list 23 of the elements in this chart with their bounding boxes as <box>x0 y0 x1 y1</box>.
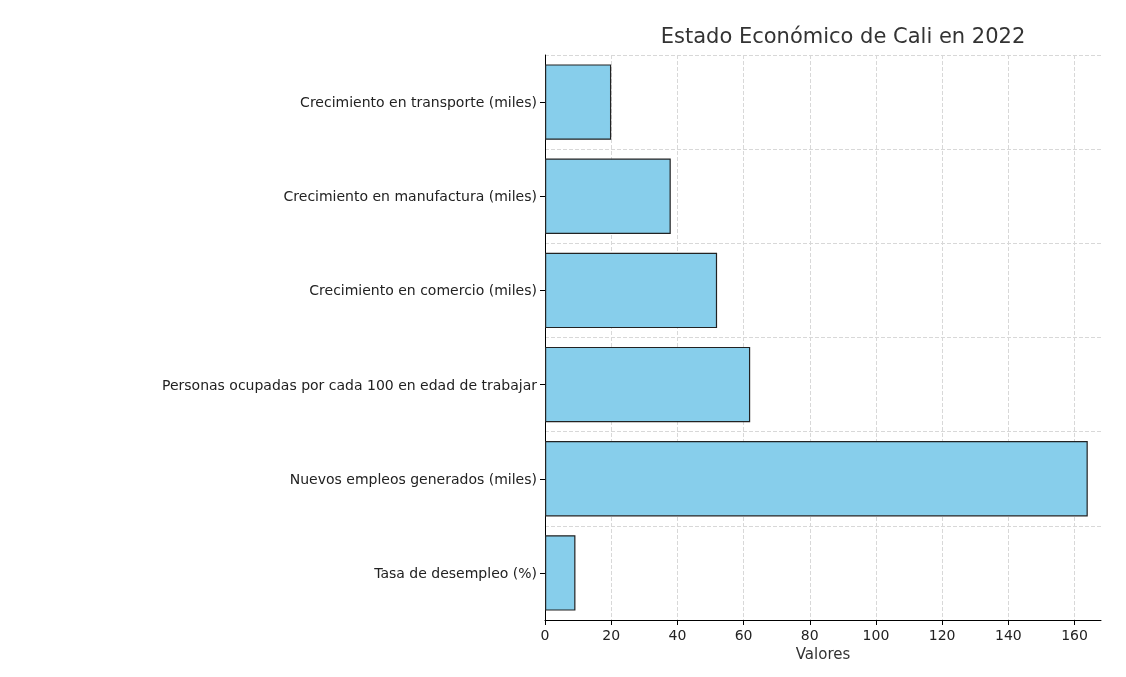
y-tick-label: Nuevos empleos generados (miles) <box>289 470 537 487</box>
x-tick-label: 80 <box>800 627 819 643</box>
x-tick-label: 100 <box>862 627 890 643</box>
y-tick-label: Tasa de desempleo (%) <box>373 564 537 581</box>
bar <box>545 346 751 423</box>
x-tick-label: 60 <box>734 627 753 643</box>
y-tick-label: Personas ocupadas por cada 100 en edad de trabajar <box>161 376 538 393</box>
y-tick-label: Crecimiento en comercio (miles) <box>309 282 537 299</box>
bar <box>545 158 671 234</box>
x-tick-label: 40 <box>668 627 687 643</box>
bar <box>545 252 718 329</box>
y-tick-label: Crecimiento en manufactura (miles) <box>283 188 537 205</box>
x-tick-label: 140 <box>994 627 1022 643</box>
x-axis-title: Valores <box>795 645 851 664</box>
bar <box>545 64 612 140</box>
y-tick-label: Crecimiento en transporte (miles) <box>300 94 537 111</box>
x-tick-label: 20 <box>602 627 621 643</box>
chart-title: Estado Económico de Cali en 2022 <box>660 23 1026 48</box>
x-tick-label: 160 <box>1061 627 1088 643</box>
bar <box>545 535 576 611</box>
x-tick-label: 0 <box>540 627 550 643</box>
bar <box>545 441 1088 517</box>
x-tick-label: 120 <box>928 627 956 643</box>
